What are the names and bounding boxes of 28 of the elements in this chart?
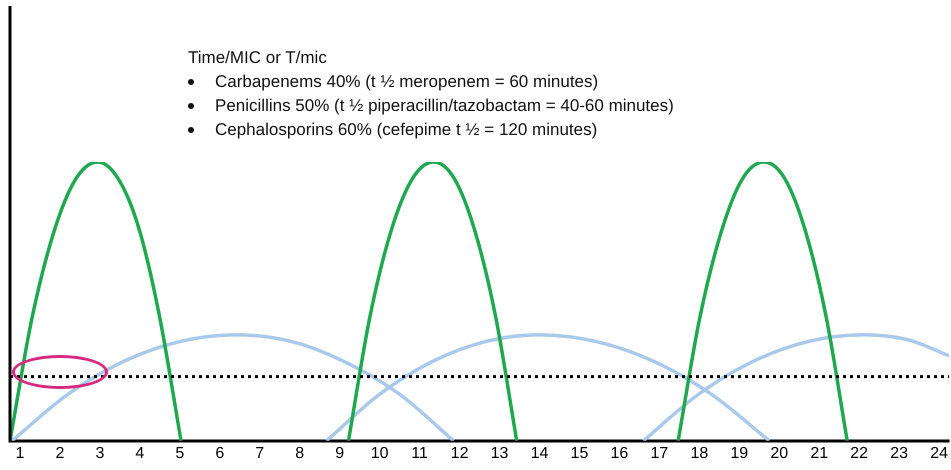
x-tick-label: 12 xyxy=(450,444,469,462)
x-tick-label: 8 xyxy=(295,444,304,462)
text: Cephalosporins 60% (cefepime t ½ = 120 minutes) xyxy=(215,119,598,141)
x-tick-label: 18 xyxy=(690,444,708,462)
x-tick-label: 6 xyxy=(215,444,224,462)
x-tick-label: 1 xyxy=(16,444,25,462)
x-tick-label: 15 xyxy=(570,444,588,462)
x-tick-label: 21 xyxy=(810,444,828,462)
x-tick-label: 7 xyxy=(255,444,264,462)
x-tick-label: 17 xyxy=(650,444,668,462)
x-tick-label: 24 xyxy=(930,444,948,462)
x-tick-label: 9 xyxy=(335,444,344,462)
x-tick-label: 20 xyxy=(770,444,788,462)
x-tick-label: 19 xyxy=(730,444,748,462)
x-tick-label: 23 xyxy=(890,444,908,462)
x-tick-label: 14 xyxy=(530,444,548,462)
x-tick-label: 2 xyxy=(56,444,64,462)
x-tick-label: 10 xyxy=(370,444,389,462)
x-tick-label: 22 xyxy=(850,444,868,462)
chart-title: Time/MIC or T/mic xyxy=(188,47,328,69)
x-tick-label: 16 xyxy=(610,444,628,462)
x-tick-label: 3 xyxy=(95,444,104,462)
x-tick-label: 4 xyxy=(135,444,144,462)
text: Penicillins 50% (t ½ piperacillin/tazobactam = 40-60 minutes) xyxy=(215,95,674,117)
text: Carbapenems 40% (t ½ meropenem = 60 minutes) xyxy=(215,71,598,93)
x-tick-label: 5 xyxy=(175,444,184,462)
x-tick-label: 11 xyxy=(411,444,428,462)
x-tick-label: 13 xyxy=(490,444,509,462)
